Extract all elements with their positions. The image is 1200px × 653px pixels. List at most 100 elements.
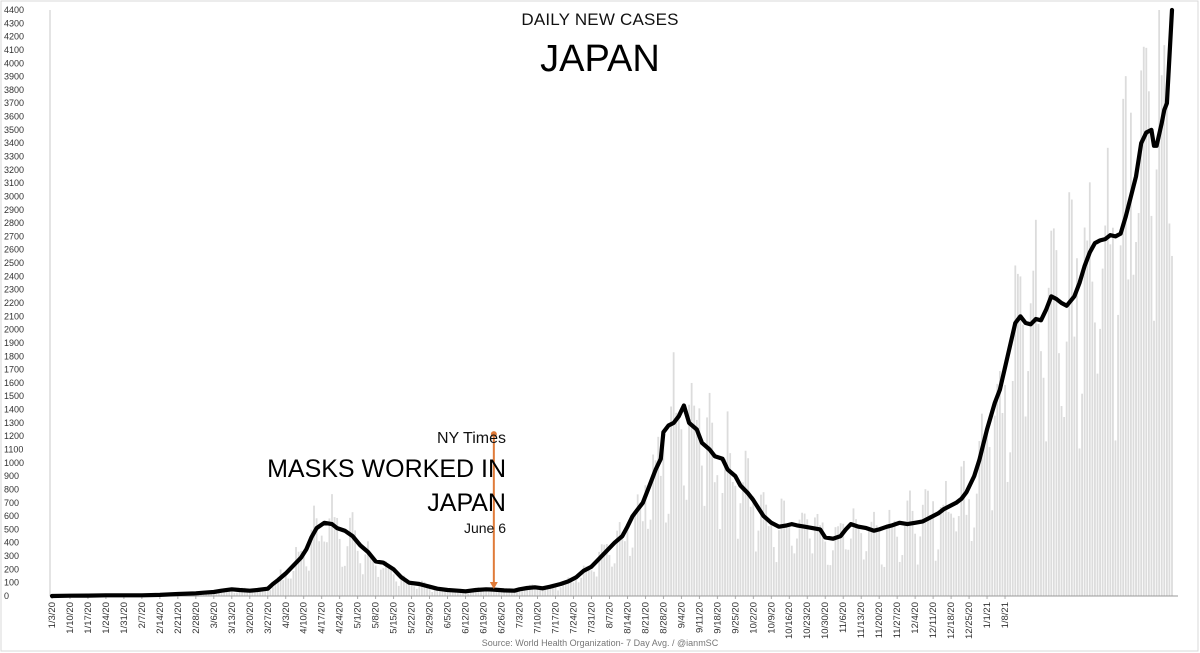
x-tick-label: 11/6/20 — [838, 602, 849, 633]
x-tick-label: 6/26/20 — [497, 602, 508, 634]
daily-bar — [808, 538, 811, 596]
daily-bar — [531, 584, 534, 596]
daily-bar — [983, 437, 986, 596]
daily-bar — [433, 589, 436, 596]
daily-bar — [1163, 45, 1166, 596]
daily-bar — [718, 529, 721, 596]
daily-bar — [618, 522, 621, 596]
daily-bar — [891, 523, 893, 596]
daily-bar — [220, 590, 223, 596]
daily-bar — [346, 546, 349, 596]
daily-bar — [916, 564, 919, 596]
daily-bar — [950, 513, 952, 596]
daily-bar — [626, 527, 629, 596]
daily-bar — [1142, 46, 1145, 596]
daily-bar — [1081, 393, 1083, 596]
daily-bar — [1016, 273, 1019, 596]
daily-bar — [870, 521, 873, 596]
x-tick-label: 3/6/20 — [209, 602, 220, 628]
daily-bar — [259, 589, 261, 596]
y-tick-label: 600 — [4, 511, 19, 521]
daily-bar — [834, 527, 837, 596]
daily-bar — [811, 553, 814, 596]
y-tick-label: 1700 — [4, 365, 24, 375]
daily-bar — [955, 531, 958, 596]
daily-bar — [945, 480, 947, 596]
daily-bar — [1088, 182, 1091, 596]
daily-bar — [1034, 219, 1037, 596]
daily-bar — [865, 551, 868, 596]
daily-bar — [318, 541, 321, 596]
daily-bar — [939, 507, 942, 596]
daily-bar — [431, 592, 434, 596]
daily-bar — [1073, 336, 1076, 596]
x-tick-label: 4/17/20 — [317, 602, 328, 634]
daily-bar — [282, 580, 285, 596]
daily-bar — [885, 527, 888, 596]
daily-bar — [1058, 353, 1060, 596]
x-tick-label: 2/14/20 — [155, 602, 166, 634]
x-tick-label: 10/30/20 — [820, 602, 831, 639]
daily-bar — [1124, 76, 1127, 596]
x-tick-label: 9/25/20 — [730, 602, 741, 634]
daily-bar — [426, 587, 428, 596]
annotation-headline-line2: JAPAN — [427, 489, 506, 517]
daily-bar — [862, 559, 865, 596]
y-tick-label: 800 — [4, 484, 19, 494]
daily-bar — [521, 591, 523, 596]
daily-bar — [754, 551, 757, 596]
daily-bar — [1065, 341, 1068, 596]
y-tick-label: 3700 — [4, 98, 24, 108]
daily-bar — [369, 552, 372, 596]
daily-bar — [485, 590, 488, 596]
daily-bar — [410, 583, 413, 596]
daily-bar — [1145, 47, 1148, 597]
x-tick-label: 11/27/20 — [892, 602, 903, 638]
x-tick-label: 11/13/20 — [856, 602, 867, 638]
x-tick-label: 12/11/20 — [928, 602, 939, 638]
daily-bar — [914, 533, 917, 596]
x-tick-label: 7/17/20 — [550, 602, 561, 634]
daily-bar — [1032, 270, 1035, 596]
daily-bar — [611, 566, 613, 596]
daily-bar — [225, 589, 228, 596]
daily-bar — [652, 454, 654, 596]
daily-bar — [567, 577, 570, 596]
daily-bar — [374, 565, 377, 596]
daily-bar — [392, 574, 395, 596]
daily-bar — [305, 566, 308, 596]
x-tick-label: 5/8/20 — [371, 602, 382, 628]
daily-bar — [302, 551, 305, 596]
daily-bar — [1096, 373, 1099, 596]
daily-bar — [968, 499, 970, 596]
daily-bar — [605, 543, 608, 596]
daily-bar — [264, 589, 267, 596]
daily-bar — [580, 577, 583, 596]
y-tick-label: 900 — [4, 471, 19, 481]
daily-bar — [364, 554, 367, 596]
daily-bar — [819, 525, 821, 596]
daily-bar — [929, 514, 932, 596]
daily-bar — [623, 541, 626, 596]
seven-day-average-line — [49, 7, 1175, 599]
daily-bar — [998, 371, 1001, 596]
daily-bar — [310, 529, 313, 596]
daily-bar — [693, 405, 696, 596]
daily-bar — [451, 592, 454, 596]
daily-bar — [279, 569, 282, 596]
daily-bar — [405, 580, 408, 596]
daily-bar — [292, 571, 295, 596]
daily-bar — [1135, 242, 1137, 596]
daily-bar — [934, 560, 937, 596]
daily-bar — [1001, 413, 1004, 596]
daily-bar — [1006, 481, 1009, 596]
daily-bar — [783, 500, 785, 596]
daily-bar — [564, 580, 567, 596]
daily-bar — [1029, 303, 1032, 596]
daily-bar — [325, 542, 328, 596]
daily-bar — [901, 555, 904, 596]
daily-bar — [480, 589, 482, 596]
daily-bar — [379, 569, 382, 596]
daily-bar — [590, 570, 593, 596]
daily-bar — [803, 513, 806, 596]
